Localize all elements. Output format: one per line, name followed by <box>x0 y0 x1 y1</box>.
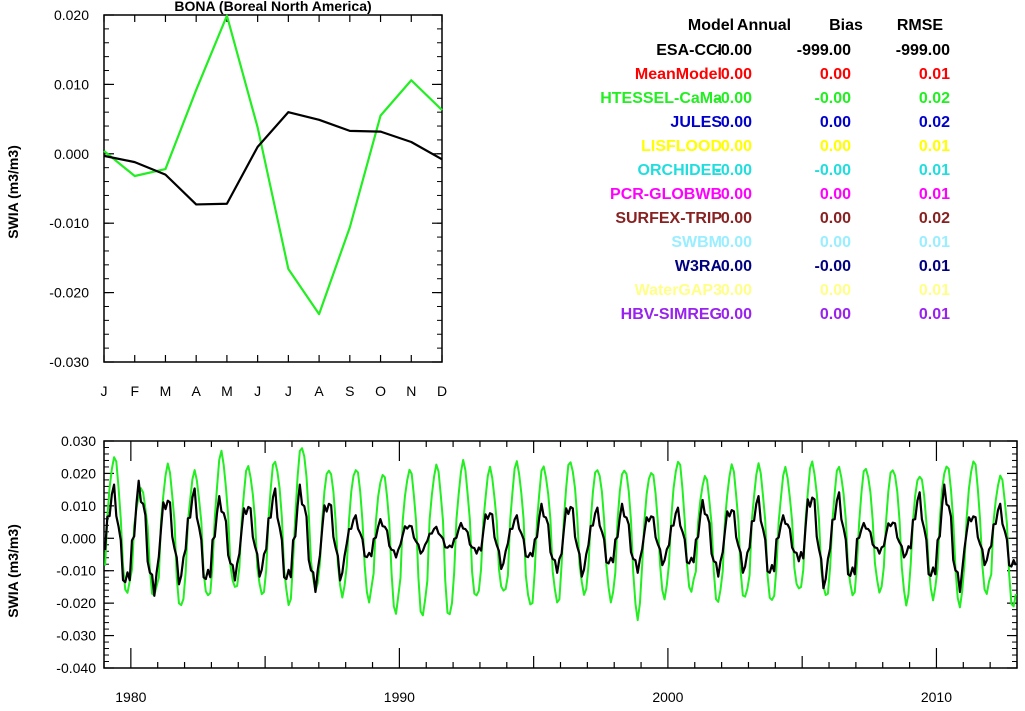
x-tick-label: A <box>192 383 202 399</box>
table-value: -999.00 <box>896 42 950 59</box>
x-tick-label: F <box>130 383 139 399</box>
table-model-name: SWBM <box>671 234 722 251</box>
y-tick-label: 0.020 <box>54 7 89 23</box>
table-model-name: PCR-GLOBWB <box>610 186 722 203</box>
table-value: 0.01 <box>919 282 950 299</box>
table-value: 0.01 <box>919 138 950 155</box>
table-value: 0.02 <box>919 90 950 107</box>
y-tick-label: 0.000 <box>61 530 96 546</box>
y-tick-label: -0.010 <box>56 563 96 579</box>
y-tick-label: -0.030 <box>49 354 89 370</box>
table-value: 0.00 <box>721 138 752 155</box>
x-tick-label: D <box>437 383 447 399</box>
series-line <box>104 479 1017 597</box>
table-value: -0.00 <box>716 258 753 275</box>
table-value: 0.00 <box>820 210 851 227</box>
table-value: 0.00 <box>721 186 752 203</box>
series-lines <box>103 14 443 316</box>
table-value: 0.01 <box>919 186 950 203</box>
table-value: 0.00 <box>820 234 851 251</box>
table-value: 0.02 <box>919 210 950 227</box>
table-value: 0.02 <box>919 114 950 131</box>
axis-ticks: J F M A M J J A S O N D 0.020 0.010 0.000 -0.010 -0.020 -… <box>49 7 447 399</box>
table-model-name: ORCHIDEE <box>638 162 723 179</box>
table-value: 0.00 <box>721 210 752 227</box>
table-header: Annual <box>737 17 791 34</box>
y-axis-label: SWIA (m3/m3) <box>5 145 21 239</box>
y-tick-label: 0.010 <box>61 498 96 514</box>
x-tick-label: M <box>160 383 172 399</box>
table-model-name: WaterGAP3 <box>635 282 723 299</box>
table-model-name: W3RA <box>675 258 723 275</box>
plot-frame <box>103 14 443 363</box>
table-value: -0.00 <box>815 258 852 275</box>
x-tick-label: 2000 <box>652 689 683 705</box>
table-model-name: LISFLOOD <box>641 138 722 155</box>
table-value: 0.01 <box>919 258 950 275</box>
y-tick-label: -0.020 <box>49 285 89 301</box>
y-tick-label: 0.010 <box>54 76 89 92</box>
table-value: -0.00 <box>716 90 753 107</box>
table-model-name: SURFEX-TRIP <box>615 210 722 227</box>
table-value: 0.01 <box>919 162 950 179</box>
y-tick-label: -0.010 <box>49 215 89 231</box>
table-value: -0.00 <box>815 162 852 179</box>
time-series-chart: SWIA (m3/m3) 0.030 0.020 0.010 0.000 -0.010 -… <box>5 433 1018 705</box>
y-tick-label: -0.040 <box>56 660 96 676</box>
table-header: RMSE <box>897 17 944 34</box>
table-value: -999.00 <box>797 42 851 59</box>
y-tick-label: 0.000 <box>54 146 89 162</box>
x-tick-label: 1990 <box>384 689 415 705</box>
table-value: 0.00 <box>820 66 851 83</box>
axis-ticks: 0.030 0.020 0.010 0.000 -0.010 -0.020 -0.030 -0… <box>56 433 1018 705</box>
table-value: 0.00 <box>820 282 851 299</box>
y-axis-label: SWIA (m3/m3) <box>5 524 21 618</box>
table-model-name: ESA-CCI <box>656 42 722 59</box>
x-tick-label: 1980 <box>115 689 146 705</box>
x-tick-label: M <box>221 383 233 399</box>
seasonal-cycle-chart: BONA (Boreal North America) SWIA (m3/m3)… <box>5 0 447 399</box>
table-value: 0.00 <box>820 138 851 155</box>
table-value: 0.00 <box>820 306 851 323</box>
table-value: -0.00 <box>716 162 753 179</box>
x-tick-label: O <box>375 383 386 399</box>
table-header: Model <box>688 17 734 34</box>
table-value: 0.01 <box>919 234 950 251</box>
series-line <box>103 14 443 316</box>
x-tick-label: J <box>254 383 261 399</box>
table-model-name: HTESSEL-CaMa <box>600 90 722 107</box>
table-model-name: MeanModel <box>635 66 722 83</box>
table-value: 0.00 <box>820 186 851 203</box>
x-tick-label: 2010 <box>921 689 952 705</box>
x-tick-label: S <box>345 383 354 399</box>
chart-title: BONA (Boreal North America) <box>174 0 371 14</box>
y-tick-label: -0.030 <box>56 628 96 644</box>
x-tick-label: N <box>406 383 416 399</box>
y-tick-label: 0.030 <box>61 433 96 449</box>
table-model-name: JULES <box>670 114 722 131</box>
y-tick-label: -0.020 <box>56 595 96 611</box>
y-tick-label: 0.020 <box>61 465 96 481</box>
series-lines <box>104 447 1017 622</box>
table-value: 0.00 <box>721 282 752 299</box>
table-value: 0.00 <box>721 114 752 131</box>
table-value: 0.00 <box>721 66 752 83</box>
table-header: Bias <box>829 17 863 34</box>
table-value: 0.01 <box>919 66 950 83</box>
table-value: 0.01 <box>919 306 950 323</box>
x-tick-label: J <box>285 383 292 399</box>
table-model-name: HBV-SIMREG <box>621 306 722 323</box>
series-line <box>103 111 443 206</box>
x-tick-label: A <box>314 383 324 399</box>
table-value: -0.00 <box>815 90 852 107</box>
table-value: 0.00 <box>820 114 851 131</box>
table-value: -0.00 <box>716 42 753 59</box>
table-value: 0.00 <box>721 306 752 323</box>
table-value: 0.00 <box>721 234 752 251</box>
x-tick-label: J <box>101 383 108 399</box>
